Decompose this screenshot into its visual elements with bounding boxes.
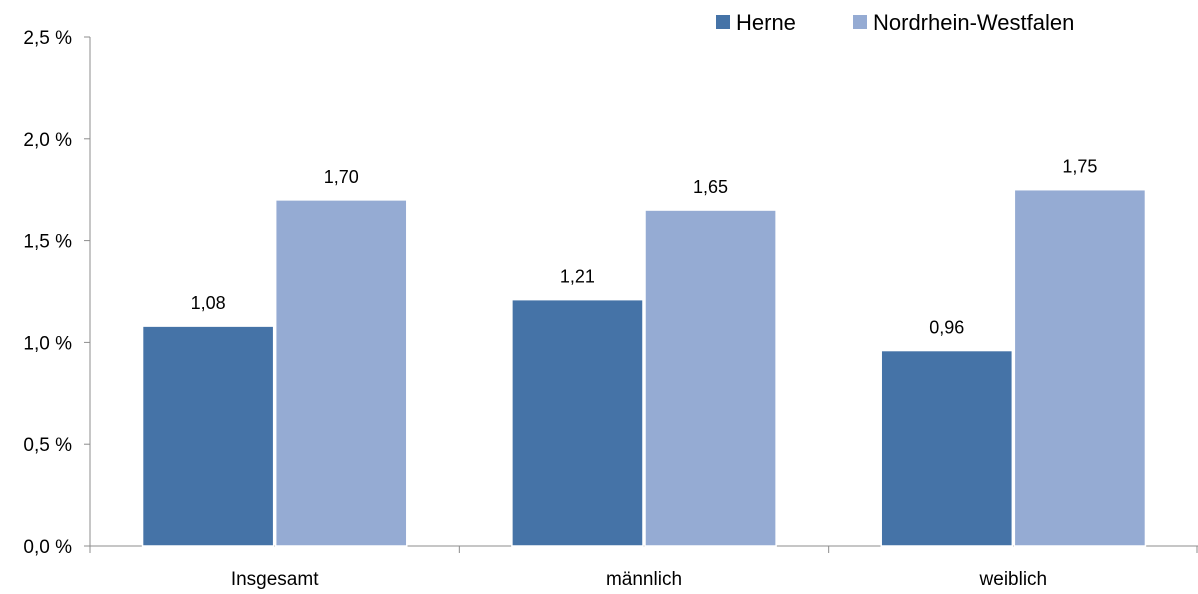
bar-herne-maennlich <box>511 298 644 547</box>
data-label-herne-insgesamt: 1,08 <box>191 293 226 313</box>
data-label-nordrhein-westfalen-insgesamt: 1,70 <box>324 167 359 187</box>
x-tick-label-insgesamt: Insgesamt <box>231 569 319 590</box>
data-label-nordrhein-westfalen-maennlich: 1,65 <box>693 177 728 197</box>
legend-swatch-herne <box>716 15 730 29</box>
y-tick-label: 0,0 % <box>23 537 72 558</box>
bars <box>141 188 1147 547</box>
bar-nordrhein-westfalen-insgesamt <box>274 199 408 547</box>
y-tick-label: 1,5 % <box>23 232 72 253</box>
bar-nordrhein-westfalen-maennlich <box>644 209 777 547</box>
legend-swatch-nordrhein-westfalen <box>853 15 867 29</box>
data-labels: 1,08 1,21 0,96 1,70 1,65 1,75 <box>191 157 1098 338</box>
bar-herne-insgesamt <box>141 325 275 547</box>
y-tick-label: 1,0 % <box>23 333 72 354</box>
legend: Herne Nordrhein-Westfalen <box>716 10 1074 35</box>
y-tick-label: 2,0 % <box>23 130 72 151</box>
x-tick-label-weiblich: weiblich <box>979 569 1048 590</box>
bar-herne-weiblich <box>880 349 1014 547</box>
y-tick-label: 2,5 % <box>23 28 72 49</box>
x-tick-label-maennlich: männlich <box>606 569 682 590</box>
x-axis: Insgesamt männlich weiblich <box>89 545 1198 590</box>
data-label-herne-maennlich: 1,21 <box>560 267 595 287</box>
data-label-herne-weiblich: 0,96 <box>929 318 964 338</box>
bar-nordrhein-westfalen-weiblich <box>1013 188 1147 547</box>
data-label-nordrhein-westfalen-weiblich: 1,75 <box>1062 157 1097 177</box>
legend-label-herne: Herne <box>736 10 796 35</box>
legend-label-nordrhein-westfalen: Nordrhein-Westfalen <box>873 10 1074 35</box>
y-tick-label: 0,5 % <box>23 435 72 456</box>
y-axis: 0,0 % 0,5 % 1,0 % 1,5 % 2,0 % 2,5 % <box>23 28 91 558</box>
